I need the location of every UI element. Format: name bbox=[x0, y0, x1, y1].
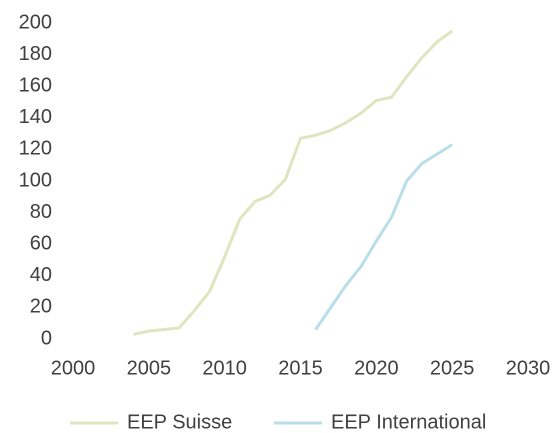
x-tick-label: 2030 bbox=[506, 357, 551, 379]
x-tick-label: 2010 bbox=[202, 357, 247, 379]
x-tick-label: 2025 bbox=[430, 357, 475, 379]
y-tick-label: 40 bbox=[30, 264, 52, 286]
y-tick-label: 80 bbox=[30, 201, 52, 223]
legend-label: EEP Suisse bbox=[127, 411, 232, 433]
series-line bbox=[133, 29, 454, 336]
y-tick-label: 60 bbox=[30, 232, 52, 254]
series-line bbox=[314, 143, 453, 331]
legend-label: EEP International bbox=[331, 411, 486, 433]
y-tick-label: 200 bbox=[19, 11, 52, 33]
y-tick-label: 20 bbox=[30, 296, 52, 318]
y-tick-label: 100 bbox=[19, 169, 52, 191]
x-tick-label: 2005 bbox=[127, 357, 172, 379]
y-tick-label: 160 bbox=[19, 74, 52, 96]
x-tick-label: 2020 bbox=[354, 357, 399, 379]
y-tick-label: 0 bbox=[41, 327, 52, 349]
y-tick-label: 180 bbox=[19, 43, 52, 65]
y-tick-label: 140 bbox=[19, 106, 52, 128]
y-tick-label: 120 bbox=[19, 138, 52, 160]
x-tick-label: 2015 bbox=[278, 357, 323, 379]
x-tick-label: 2000 bbox=[51, 357, 96, 379]
